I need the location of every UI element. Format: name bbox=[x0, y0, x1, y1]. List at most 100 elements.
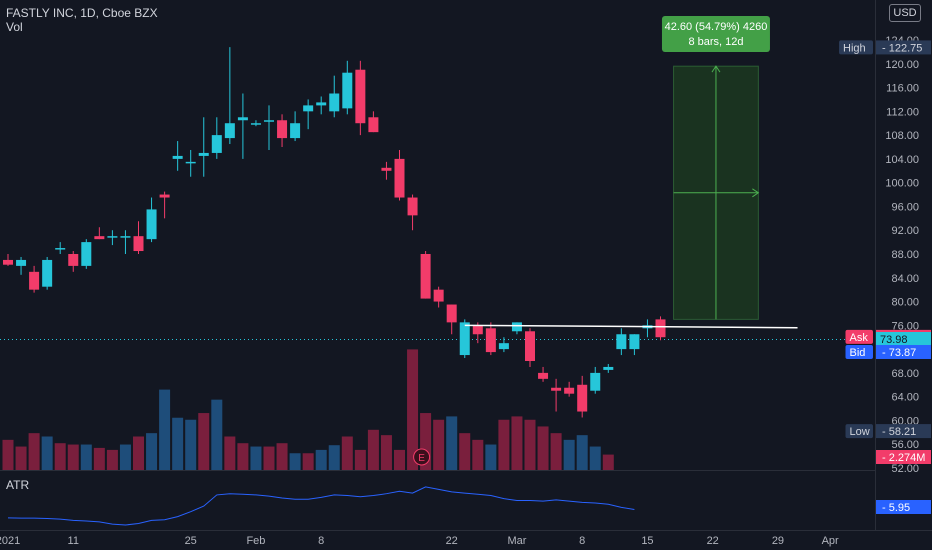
time-tick-label: Mar bbox=[507, 535, 526, 547]
low-badge-value-bg bbox=[876, 424, 931, 439]
time-axis: 2021 11 25 Feb 8 22 Mar 8 15 22 29 Apr bbox=[0, 535, 839, 547]
candle bbox=[538, 366, 549, 382]
low-badge-value: - 58.21 bbox=[882, 426, 916, 438]
candle bbox=[172, 141, 183, 171]
volume-bar bbox=[263, 446, 275, 470]
candle-body bbox=[237, 117, 248, 121]
volume-bar bbox=[602, 454, 614, 470]
volume-bar bbox=[459, 433, 471, 470]
volume-bar bbox=[511, 416, 523, 470]
high-badge-value-bg bbox=[876, 40, 931, 55]
price-tick-label: 116.00 bbox=[886, 83, 919, 95]
price-tick-label: 120.00 bbox=[885, 59, 919, 71]
price-tick-label: 80.00 bbox=[891, 297, 919, 309]
candle bbox=[655, 316, 666, 341]
resistance-trendline bbox=[464, 324, 798, 329]
candle-body bbox=[303, 105, 314, 112]
price-tick-label: 52.00 bbox=[891, 463, 919, 475]
volume-bar bbox=[485, 444, 497, 470]
candle-body bbox=[211, 135, 222, 153]
candle bbox=[407, 194, 418, 231]
volume-bar bbox=[407, 349, 419, 470]
volume-bar bbox=[198, 413, 210, 470]
candle-body bbox=[159, 194, 170, 198]
high-badge-label: High bbox=[843, 42, 866, 54]
volume-bar bbox=[420, 413, 432, 470]
candle-body bbox=[538, 372, 549, 379]
candle bbox=[107, 230, 118, 246]
bid-badge-label-bg bbox=[845, 344, 873, 359]
candle bbox=[642, 319, 653, 338]
candle-body bbox=[290, 123, 301, 139]
measure-label-box bbox=[661, 16, 770, 52]
volume-bar bbox=[146, 433, 158, 470]
volume-bar bbox=[367, 429, 379, 470]
candle bbox=[3, 254, 13, 266]
candle-body bbox=[185, 161, 196, 164]
candle-body bbox=[420, 254, 431, 299]
price-tick-label: 108.00 bbox=[885, 130, 919, 142]
price-tick-label: 92.00 bbox=[891, 225, 919, 237]
candle-body bbox=[133, 236, 144, 252]
candle-body bbox=[224, 123, 235, 139]
atr-badge: - 5.95 bbox=[876, 500, 931, 514]
candle-body bbox=[3, 259, 13, 265]
candle-body bbox=[264, 120, 274, 122]
volume-bar bbox=[159, 389, 171, 470]
candle bbox=[55, 242, 66, 254]
candle-body bbox=[511, 322, 522, 332]
price-tick-label: 112.00 bbox=[886, 106, 919, 118]
candle-body bbox=[525, 331, 535, 361]
candle-body bbox=[433, 289, 444, 302]
time-tick-label: Apr bbox=[822, 535, 839, 547]
volume-bar bbox=[341, 436, 353, 470]
price-tick-label: 88.00 bbox=[891, 249, 919, 261]
candle bbox=[81, 239, 92, 269]
candle bbox=[629, 334, 640, 356]
price-tick-label: 104.00 bbox=[885, 154, 919, 166]
candle bbox=[420, 251, 431, 299]
volume-bar bbox=[394, 449, 405, 470]
bid-badge: Bid - 73.87 bbox=[845, 344, 931, 359]
candle bbox=[94, 227, 105, 240]
candle bbox=[446, 304, 457, 335]
bid-badge-label: Bid bbox=[850, 347, 866, 359]
candle-body bbox=[329, 93, 340, 112]
candle bbox=[368, 111, 379, 133]
candle-body bbox=[616, 334, 627, 350]
candle bbox=[564, 381, 575, 397]
volume-bar bbox=[498, 419, 510, 470]
volume-bar bbox=[446, 416, 458, 470]
candle-body bbox=[655, 319, 666, 338]
price-tick-label: 84.00 bbox=[891, 273, 919, 285]
volume-bar bbox=[524, 419, 536, 470]
volume-bar bbox=[211, 399, 223, 470]
price-tick-label: 76.00 bbox=[891, 320, 919, 332]
volume-bar bbox=[354, 449, 366, 470]
candle-body bbox=[42, 259, 53, 287]
candle-body bbox=[368, 117, 379, 133]
atr-line bbox=[7, 486, 635, 526]
candle bbox=[264, 105, 274, 150]
volume-bar bbox=[67, 444, 79, 470]
candle-body bbox=[16, 259, 27, 266]
volume-bar bbox=[302, 453, 314, 470]
volume-bar bbox=[289, 453, 301, 470]
candle-body bbox=[342, 72, 353, 109]
candle bbox=[433, 286, 444, 308]
earnings-marker-label: E bbox=[418, 453, 425, 464]
candle bbox=[211, 117, 222, 159]
candle bbox=[237, 93, 248, 159]
currency-selector[interactable]: USD bbox=[889, 4, 921, 22]
ask-badge-label: Ask bbox=[850, 332, 869, 344]
candle bbox=[498, 337, 509, 353]
volume-bar bbox=[550, 433, 562, 470]
candle-body bbox=[198, 152, 209, 156]
candle bbox=[198, 117, 209, 177]
price-tick-label: 96.00 bbox=[891, 201, 919, 213]
volume-bar bbox=[276, 443, 288, 470]
measure-up-arrow bbox=[711, 65, 721, 73]
price-tick-label: 100.00 bbox=[885, 178, 919, 190]
candle-body bbox=[355, 69, 366, 124]
